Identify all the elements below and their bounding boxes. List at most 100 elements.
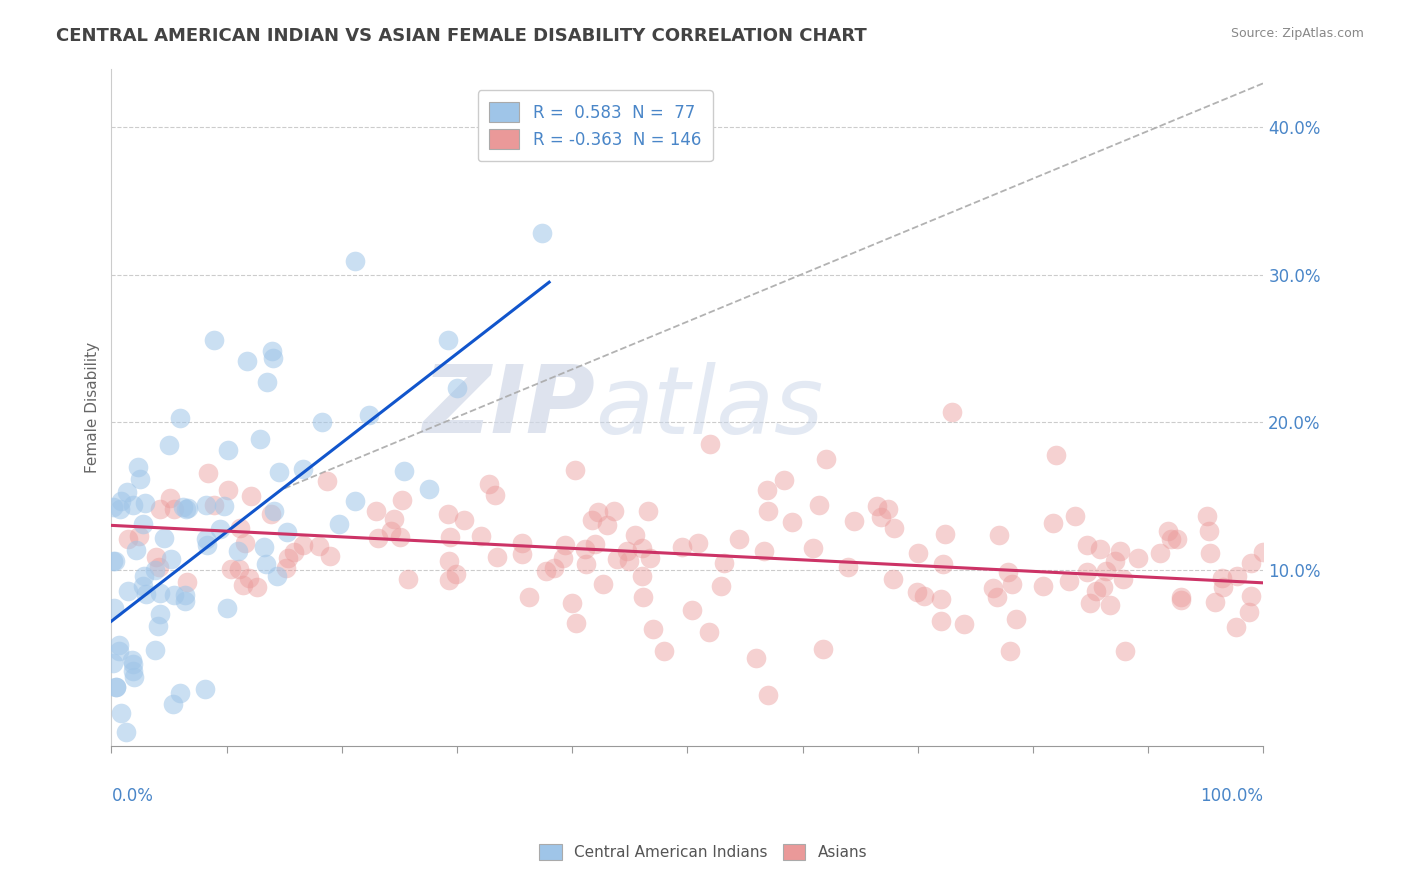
Text: 100.0%: 100.0% [1201, 787, 1264, 805]
Point [561, 596, 583, 610]
Point [177, 501, 200, 516]
Point [149, 585, 172, 599]
Text: ZIP: ZIP [422, 361, 595, 453]
Point [485, 549, 508, 564]
Point [912, 589, 935, 603]
Point [616, 543, 638, 558]
Point [446, 381, 468, 395]
Point [173, 594, 195, 608]
Point [252, 540, 274, 554]
Point [117, 532, 139, 546]
Point [713, 556, 735, 570]
Point [108, 644, 131, 658]
Point [1108, 544, 1130, 558]
Point [813, 641, 835, 656]
Point [1088, 542, 1111, 557]
Point [1225, 620, 1247, 634]
Point [617, 554, 640, 568]
Point [1126, 550, 1149, 565]
Point [146, 619, 169, 633]
Point [254, 557, 277, 571]
Point [367, 531, 389, 545]
Point [437, 508, 460, 522]
Point [654, 643, 676, 657]
Point [228, 561, 250, 575]
Point [169, 411, 191, 425]
Point [396, 572, 419, 586]
Point [267, 465, 290, 479]
Point [283, 545, 305, 559]
Point [174, 588, 197, 602]
Point [122, 657, 145, 671]
Point [638, 550, 661, 565]
Point [681, 602, 703, 616]
Point [905, 584, 928, 599]
Point [866, 500, 889, 514]
Point [308, 539, 330, 553]
Point [263, 504, 285, 518]
Point [197, 466, 219, 480]
Point [418, 482, 440, 496]
Point [128, 473, 150, 487]
Point [149, 607, 172, 621]
Point [574, 542, 596, 557]
Point [316, 475, 339, 489]
Point [217, 600, 239, 615]
Point [756, 504, 779, 518]
Point [143, 643, 166, 657]
Point [217, 443, 239, 458]
Point [159, 491, 181, 506]
Point [277, 551, 299, 566]
Point [114, 724, 136, 739]
Point [110, 502, 132, 516]
Point [929, 614, 952, 628]
Point [631, 541, 654, 555]
Point [103, 601, 125, 615]
Point [1212, 581, 1234, 595]
Point [606, 552, 628, 566]
Point [756, 688, 779, 702]
Point [176, 575, 198, 590]
Point [232, 578, 254, 592]
Point [104, 680, 127, 694]
Point [391, 493, 413, 508]
Point [437, 554, 460, 568]
Point [699, 437, 721, 451]
Point [752, 544, 775, 558]
Point [291, 462, 314, 476]
Point [233, 535, 256, 549]
Point [122, 498, 145, 512]
Point [226, 544, 249, 558]
Point [135, 587, 157, 601]
Point [194, 498, 217, 512]
Point [132, 569, 155, 583]
Point [574, 557, 596, 571]
Point [108, 638, 131, 652]
Point [134, 496, 156, 510]
Point [163, 501, 186, 516]
Point [882, 572, 904, 586]
Point [932, 557, 955, 571]
Point [728, 532, 751, 546]
Point [934, 527, 956, 541]
Point [586, 505, 609, 519]
Point [1063, 508, 1085, 523]
Point [543, 561, 565, 575]
Point [470, 529, 492, 543]
Point [163, 589, 186, 603]
Point [328, 516, 350, 531]
Point [392, 464, 415, 478]
Point [688, 536, 710, 550]
Point [877, 502, 900, 516]
Point [152, 531, 174, 545]
Point [1078, 596, 1101, 610]
Point [240, 489, 263, 503]
Point [291, 538, 314, 552]
Point [581, 513, 603, 527]
Point [1237, 605, 1260, 619]
Point [633, 591, 655, 605]
Point [262, 351, 284, 365]
Point [143, 563, 166, 577]
Point [128, 528, 150, 542]
Point [564, 463, 586, 477]
